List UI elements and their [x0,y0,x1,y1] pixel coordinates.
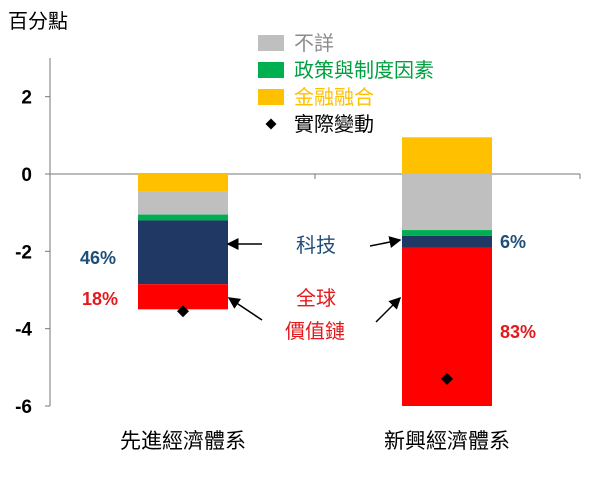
legend-swatch [258,89,284,105]
bar-segment [402,174,492,231]
bar-segment [402,235,492,248]
legend-label: 不詳 [294,31,334,55]
pct-left-gvc: 18% [82,289,118,309]
arrow-tech-right [369,236,402,248]
actual-change-marker [441,372,453,385]
bars [138,137,492,406]
bar-segment [402,137,492,174]
y-tick-label: -2 [15,242,32,263]
pct-right-gvc: 83% [500,322,536,342]
y-tick-label: -4 [15,320,32,341]
arrow-gvc-right [375,296,402,323]
y-tick-label: 0 [21,165,32,186]
legend-label: 政策與制度因素 [294,58,434,82]
bar-segment [138,284,228,310]
y-tick-label: -6 [15,397,32,418]
pct-right-tech: 6% [500,232,526,252]
x-axis-labels: 先進經濟體系 新興經濟體系 [120,429,510,453]
y-axis: 2 0 -2 -4 -6 [15,58,581,418]
actual-change-markers [177,305,453,385]
label-tech: 科技 [296,233,336,257]
label-gvc-line2: 價值鏈 [285,319,345,343]
bar-segment [138,214,228,221]
label-gvc-line1: 全球 [296,286,336,310]
bar-segment [402,230,492,236]
legend-swatch [258,35,284,51]
x-category-label: 先進經濟體系 [120,429,246,453]
arrow-gvc-left [227,297,263,321]
bar-segment [138,174,228,192]
legend-label: 金融融合 [294,85,374,109]
y-axis-unit-label: 百分點 [8,9,68,33]
x-category-label: 新興經濟體系 [384,429,510,453]
actual-change-marker [177,305,189,318]
legend-marker [265,118,277,130]
pct-left-tech: 46% [80,248,116,268]
bar-segment [138,220,228,285]
y-tick-label: 2 [21,88,32,109]
bar-segment [138,191,228,215]
legend-swatch [258,62,284,78]
legend-label: 實際變動 [294,112,374,136]
